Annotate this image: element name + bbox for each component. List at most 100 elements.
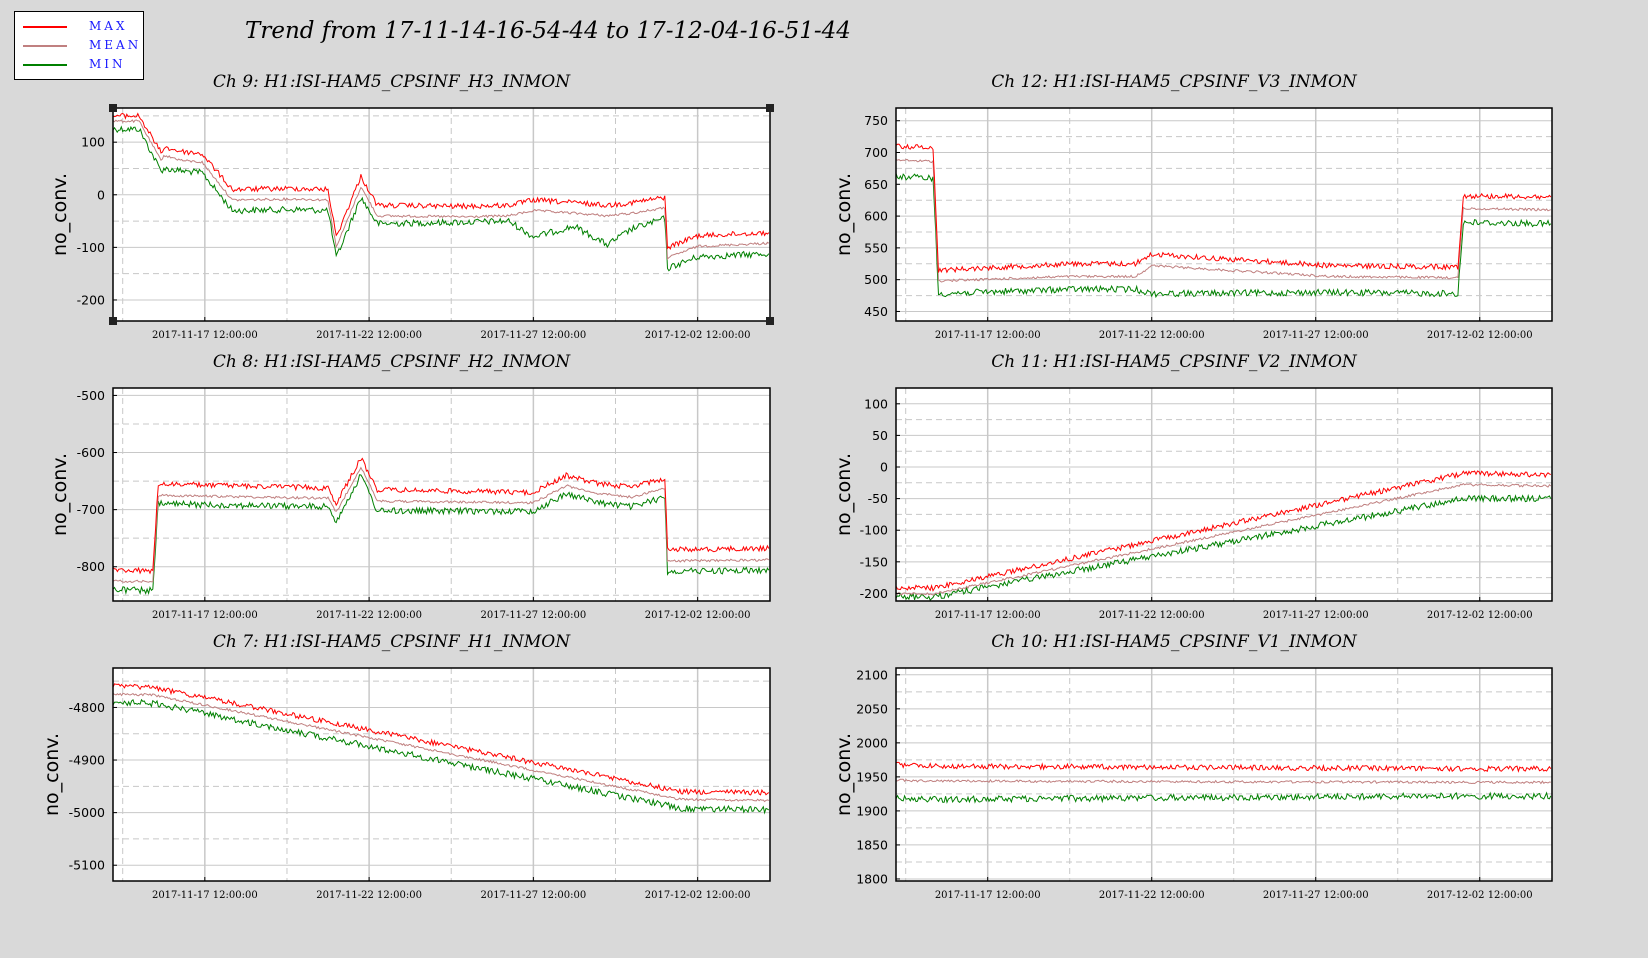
plot-frame xyxy=(112,667,771,882)
plot-frame xyxy=(895,107,1553,322)
x-tick-label: 2017-11-27 12:00:00 xyxy=(480,330,586,341)
series-max xyxy=(896,143,1552,274)
plot-area xyxy=(896,108,1552,321)
y-tick-label: 700 xyxy=(864,145,888,160)
x-tick-label: 2017-11-17 12:00:00 xyxy=(935,610,1041,621)
series-min xyxy=(113,125,770,272)
series-group xyxy=(896,470,1552,601)
y-tick-label: -800 xyxy=(77,559,105,574)
y-tick-label: 100 xyxy=(81,135,105,150)
x-tick-label: 2017-11-17 12:00:00 xyxy=(152,890,258,901)
series-min xyxy=(896,173,1552,299)
chart-title: Ch 12: H1:ISI-HAM5_CPSINF_V3_INMON xyxy=(991,72,1358,92)
x-tick-label: 2017-11-17 12:00:00 xyxy=(152,610,258,621)
y-tick-label: -4900 xyxy=(69,753,105,768)
x-tick-label: 2017-11-22 12:00:00 xyxy=(1099,890,1205,901)
chart-panel-3: Ch 8: H1:ISI-HAM5_CPSINF_H2_INMON -500 -60… xyxy=(49,352,771,621)
plot-frame xyxy=(112,107,771,322)
plot-area xyxy=(113,668,770,881)
y-tick-label: 100 xyxy=(864,396,888,411)
series-min xyxy=(113,474,770,596)
x-tick-label: 2017-12-02 12:00:00 xyxy=(645,330,751,341)
chart-panel-4: Ch 11: H1:ISI-HAM5_CPSINF_V2_INMON 100 50 0… xyxy=(833,352,1553,621)
legend-item-max: MAX xyxy=(21,18,141,36)
y-tick-label: 2000 xyxy=(856,735,888,750)
series-group xyxy=(896,143,1552,299)
plot-area xyxy=(113,108,770,321)
y-tick-label: -50 xyxy=(868,491,888,506)
x-tick-label: 2017-11-22 12:00:00 xyxy=(316,610,422,621)
series-max xyxy=(896,470,1552,592)
y-tick-label: 0 xyxy=(880,460,888,475)
y-tick-label: -500 xyxy=(77,388,105,403)
x-tick-label: 2017-11-27 12:00:00 xyxy=(480,890,586,901)
y-tick-label: -5100 xyxy=(69,858,105,873)
resize-handle xyxy=(766,317,774,325)
legend-label-min: MIN xyxy=(89,57,126,71)
y-tick-label: 500 xyxy=(864,272,888,287)
y-tick-label: 1900 xyxy=(856,803,888,818)
plot-area xyxy=(896,388,1552,601)
series-group xyxy=(113,683,770,815)
y-tick-label: 1800 xyxy=(856,871,888,886)
y-axis-label: no_conv. xyxy=(49,453,71,536)
x-tick-label: 2017-11-27 12:00:00 xyxy=(1263,610,1369,621)
chart-title: Ch 8: H1:ISI-HAM5_CPSINF_H2_INMON xyxy=(213,352,571,372)
y-tick-label: -4800 xyxy=(69,700,105,715)
chart-title: Ch 10: H1:ISI-HAM5_CPSINF_V1_INMON xyxy=(991,632,1358,652)
x-tick-label: 2017-11-17 12:00:00 xyxy=(935,890,1041,901)
y-tick-label: -100 xyxy=(860,523,888,538)
series-max xyxy=(113,683,770,796)
resize-handle xyxy=(109,104,117,112)
chart-title: Ch 7: H1:ISI-HAM5_CPSINF_H1_INMON xyxy=(213,632,571,652)
resize-handle xyxy=(766,104,774,112)
chart-title: Ch 9: H1:ISI-HAM5_CPSINF_H3_INMON xyxy=(213,72,571,92)
series-min xyxy=(113,698,770,815)
y-tick-label: 750 xyxy=(864,113,888,128)
x-tick-label: 2017-11-27 12:00:00 xyxy=(480,610,586,621)
y-tick-label: 600 xyxy=(864,209,888,224)
legend-swatch-mean xyxy=(23,45,67,47)
x-tick-label: 2017-12-02 12:00:00 xyxy=(1427,890,1533,901)
series-mean xyxy=(113,119,770,260)
legend-item-min: MIN xyxy=(21,56,141,74)
y-tick-label: 650 xyxy=(864,177,888,192)
y-tick-label: -100 xyxy=(77,240,105,255)
y-axis-label: no_conv. xyxy=(41,733,63,816)
y-tick-label: -600 xyxy=(77,445,105,460)
y-tick-label: -150 xyxy=(860,554,888,569)
chart-panel-2: Ch 12: H1:ISI-HAM5_CPSINF_V3_INMON 750 700… xyxy=(833,72,1553,341)
plot-area xyxy=(113,388,770,601)
x-tick-label: 2017-12-02 12:00:00 xyxy=(1427,610,1533,621)
series-group xyxy=(113,112,770,272)
series-min xyxy=(896,791,1552,804)
y-tick-label: 2100 xyxy=(856,667,888,682)
resize-handle xyxy=(109,317,117,325)
plot-area xyxy=(896,668,1552,881)
chart-panel-1: Ch 9: H1:ISI-HAM5_CPSINF_H3_INMON 100 0 -10… xyxy=(49,72,774,341)
legend: MAX MEAN MIN xyxy=(14,11,144,80)
y-tick-label: 1850 xyxy=(856,837,888,852)
y-tick-label: 0 xyxy=(97,187,105,202)
y-tick-label: 450 xyxy=(864,304,888,319)
page-title: Trend from 17-11-14-16-54-44 to 17-12-04… xyxy=(245,18,851,44)
chart-title: Ch 11: H1:ISI-HAM5_CPSINF_V2_INMON xyxy=(991,352,1358,372)
legend-swatch-min xyxy=(23,64,67,66)
series-max xyxy=(896,761,1552,773)
series-group xyxy=(113,457,770,596)
series-mean xyxy=(113,692,769,803)
y-tick-label: -200 xyxy=(860,586,888,601)
x-tick-label: 2017-12-02 12:00:00 xyxy=(645,610,751,621)
plot-frame xyxy=(895,387,1553,602)
y-tick-label: 1950 xyxy=(856,769,888,784)
chart-panel-5: Ch 7: H1:ISI-HAM5_CPSINF_H1_INMON -4800 -4… xyxy=(41,632,771,901)
plot-frame xyxy=(895,667,1553,882)
y-axis-label: no_conv. xyxy=(833,173,855,256)
x-tick-label: 2017-11-27 12:00:00 xyxy=(1263,890,1369,901)
y-axis-label: no_conv. xyxy=(833,453,855,536)
chart-panel-6: Ch 10: H1:ISI-HAM5_CPSINF_V1_INMON 2100 20… xyxy=(833,632,1553,901)
x-tick-label: 2017-11-27 12:00:00 xyxy=(1263,330,1369,341)
legend-label-max: MAX xyxy=(89,19,128,33)
series-max xyxy=(113,112,770,251)
